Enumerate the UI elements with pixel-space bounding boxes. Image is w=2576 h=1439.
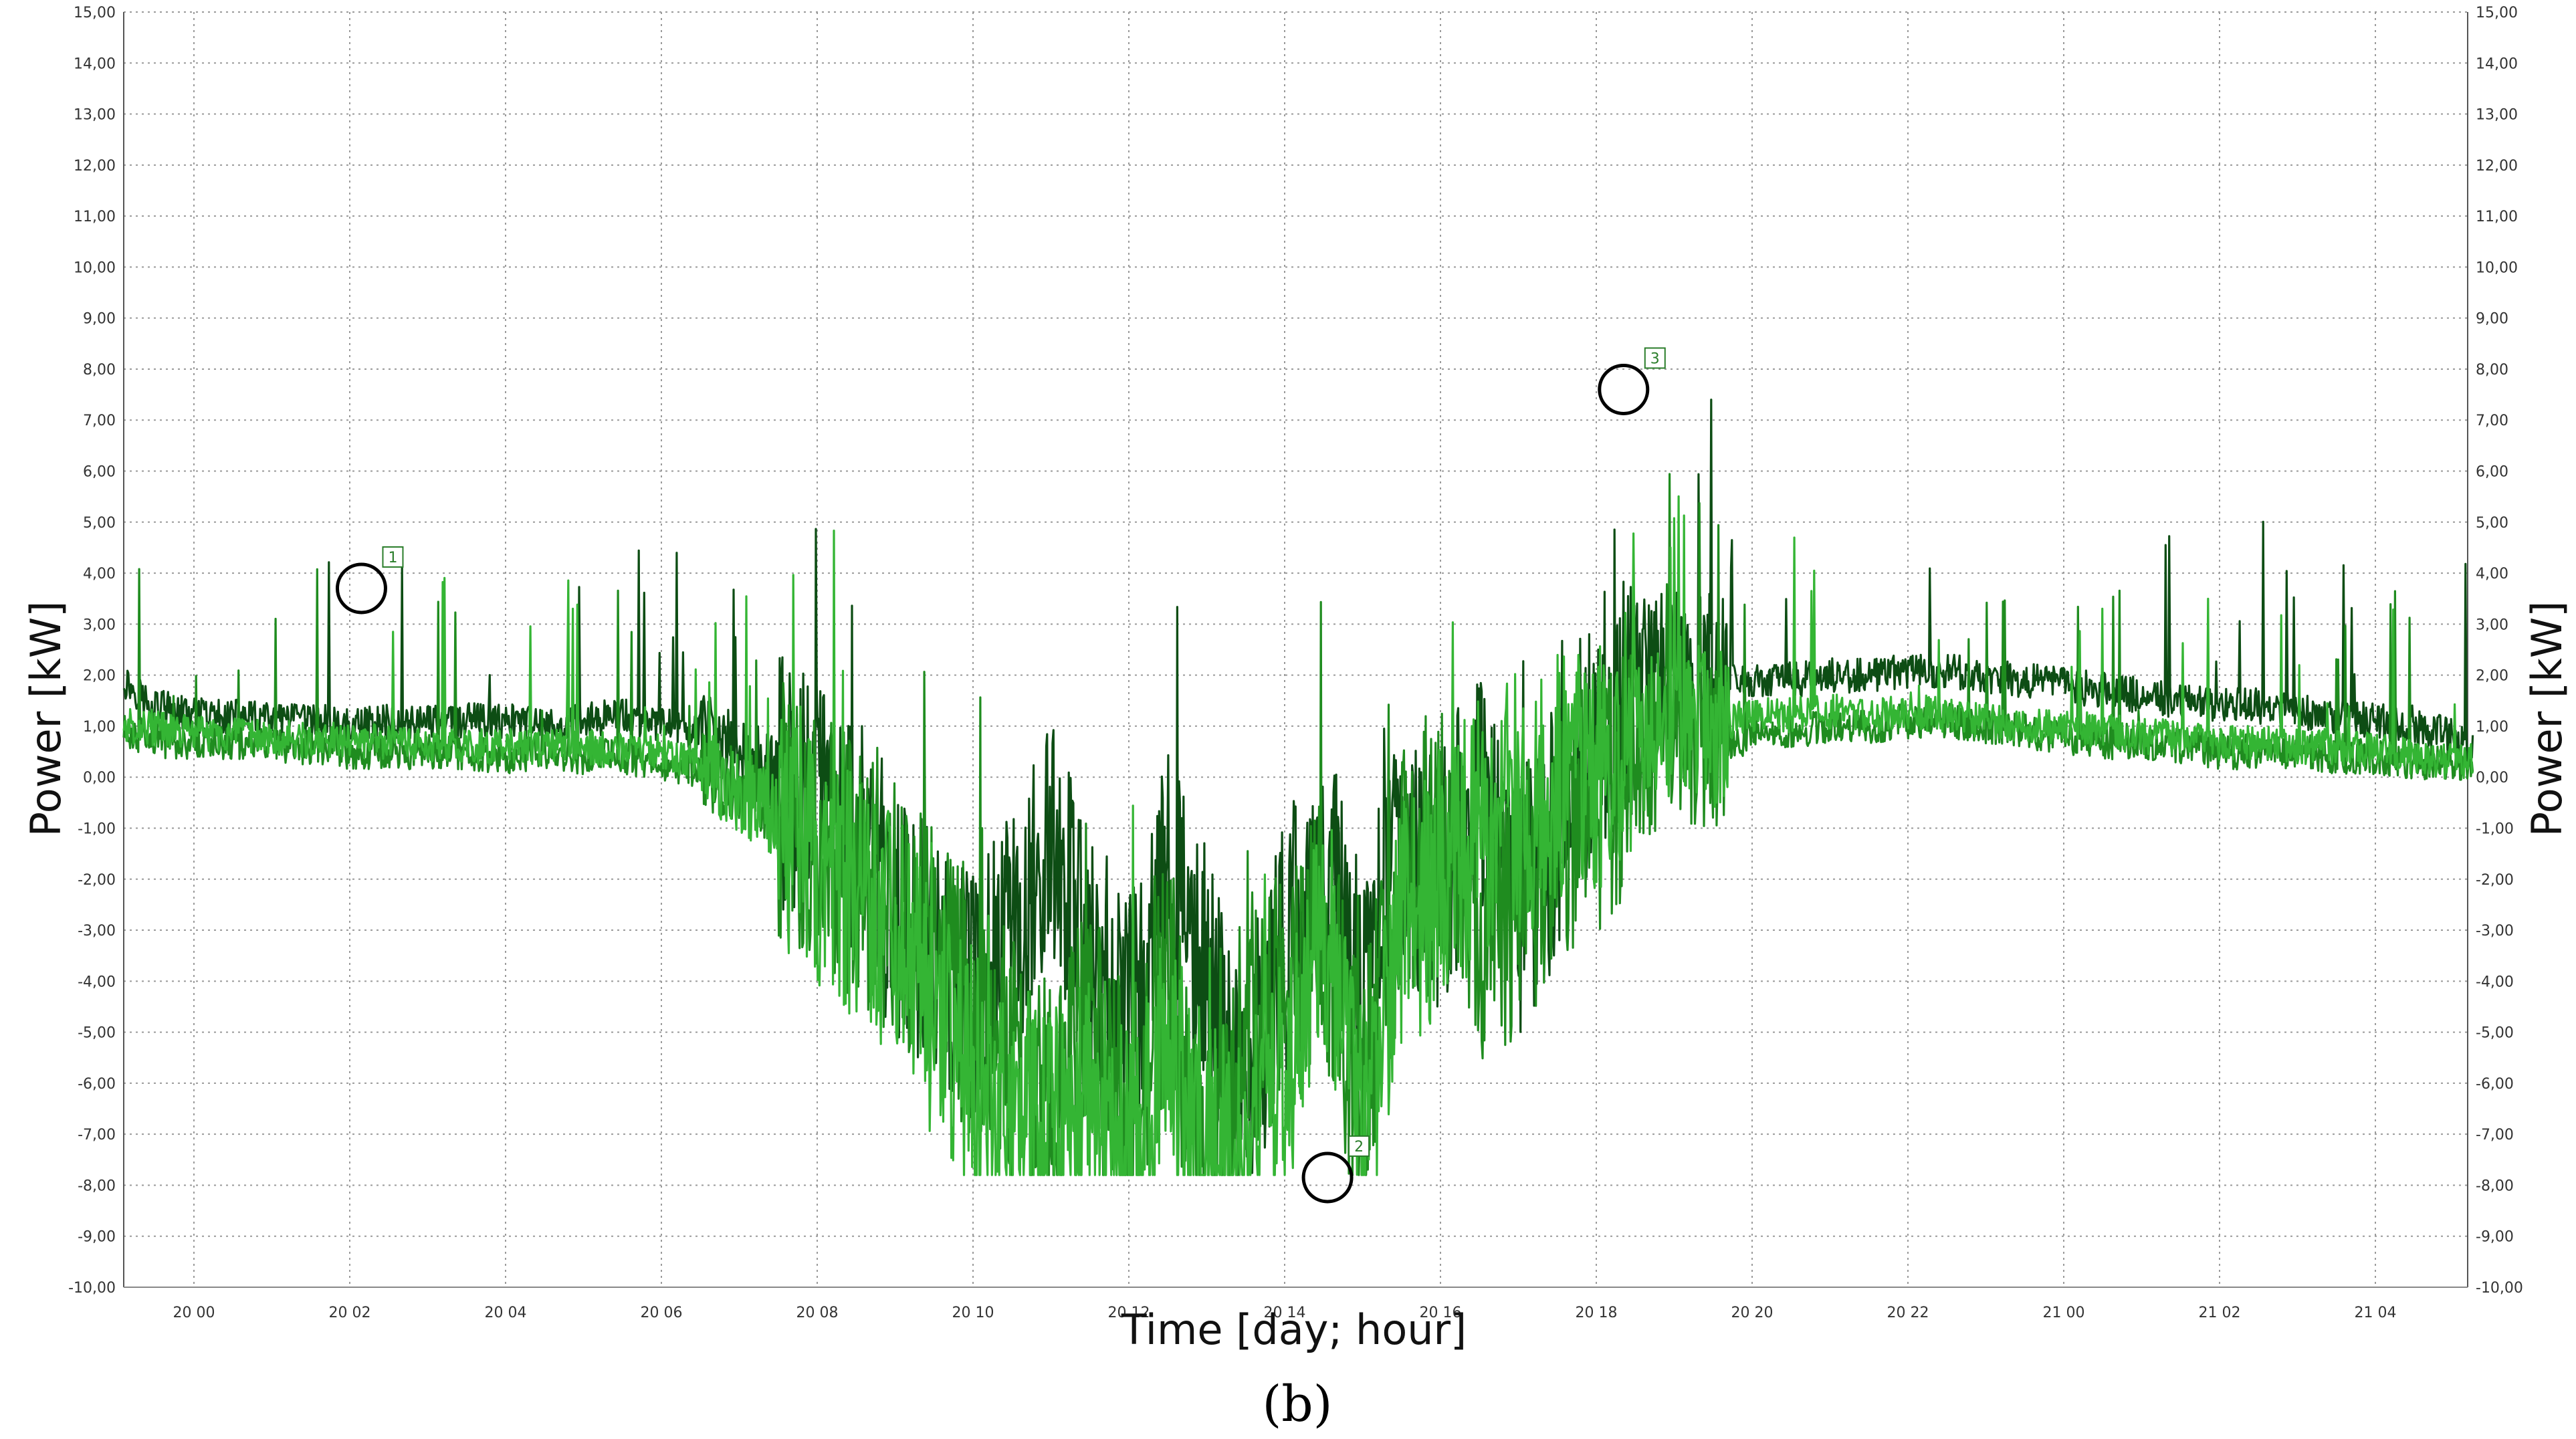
x-tick-labels: 20 00 20 02 20 04 20 06 20 08 20 10 20 12 20 14… — [173, 1305, 2397, 1321]
annotation-label: 2 — [1354, 1139, 1364, 1155]
annotation-circle — [1301, 1151, 1354, 1204]
y-tick-label-right: -8,00 — [2476, 1178, 2514, 1194]
y-tick-label-right: -6,00 — [2476, 1076, 2514, 1093]
y-tick-label-right: -10,00 — [2476, 1280, 2523, 1297]
x-tick-label: 20 00 — [173, 1305, 215, 1321]
y-tick-label-right: 0,00 — [2476, 770, 2508, 786]
x-tick-label: 20 10 — [952, 1305, 994, 1321]
y-tick-label-right: -5,00 — [2476, 1025, 2514, 1042]
x-tick-label: 20 12 — [1108, 1305, 1150, 1321]
x-tick-label: 21 02 — [2199, 1305, 2241, 1321]
annotation-label-box — [382, 546, 404, 568]
y-tick-label-right: 1,00 — [2476, 719, 2508, 736]
y-tick-label-right: 2,00 — [2476, 668, 2508, 685]
x-tick-label: 20 02 — [329, 1305, 371, 1321]
y-tick-label-right: 3,00 — [2476, 617, 2508, 633]
y-tick-label-left: -7,00 — [78, 1127, 116, 1143]
annotation-label-box — [1348, 1135, 1370, 1157]
y-tick-label-left: -4,00 — [78, 974, 116, 990]
y-tick-label-right: 15,00 — [2476, 5, 2518, 21]
y-tick-label-left: 14,00 — [74, 56, 116, 72]
y-tick-labels-left: 15,00 14,00 13,00 12,00 11,00 10,00 9,00 8,00 7,… — [68, 5, 116, 1297]
x-tick-label: 20 14 — [1264, 1305, 1306, 1321]
y-tick-label-left: 4,00 — [83, 566, 116, 582]
y-tick-label-left: 6,00 — [83, 464, 116, 481]
y-tick-label-left: 7,00 — [83, 413, 116, 429]
y-tick-label-left: 13,00 — [74, 107, 116, 124]
y-tick-label-left: -9,00 — [78, 1229, 116, 1246]
y-tick-label-right: 4,00 — [2476, 566, 2508, 582]
annotation-label: 3 — [1650, 350, 1660, 367]
x-tick-label: 20 20 — [1731, 1305, 1774, 1321]
x-tick-label: 20 22 — [1887, 1305, 1929, 1321]
y-tick-label-left: 10,00 — [74, 259, 116, 276]
y-tick-label-right: -2,00 — [2476, 872, 2514, 889]
y-tick-label-right: -3,00 — [2476, 923, 2514, 939]
x-axis-title: Time [day; hour] — [1121, 1305, 1467, 1354]
y-tick-label-left: 0,00 — [83, 770, 116, 786]
y-tick-label-right: -4,00 — [2476, 974, 2514, 990]
y-tick-label-left: -6,00 — [78, 1076, 116, 1093]
figure-caption: (b) — [1262, 1375, 1332, 1433]
series-lines — [122, 399, 2474, 1176]
y-tick-label-right: -7,00 — [2476, 1127, 2514, 1143]
y-tick-label-right: -1,00 — [2476, 820, 2514, 837]
y-tick-label-left: -8,00 — [78, 1178, 116, 1194]
y-tick-label-right: -9,00 — [2476, 1229, 2514, 1246]
y-tick-label-left: 15,00 — [74, 5, 116, 21]
annotations: 1 2 3 — [335, 347, 1666, 1204]
y-tick-label-right: 14,00 — [2476, 56, 2518, 72]
y-tick-labels-right: 15,00 14,00 13,00 12,00 11,00 10,00 9,00 8,00 7,… — [2476, 5, 2523, 1297]
y-axis-title-left: Power [kW] — [21, 601, 70, 837]
grid — [124, 11, 2468, 1288]
y-tick-label-left: -5,00 — [78, 1025, 116, 1042]
y-tick-label-right: 12,00 — [2476, 158, 2518, 175]
series-line-3 — [122, 495, 2474, 1176]
x-tick-label: 20 08 — [796, 1305, 839, 1321]
x-tick-label: 20 18 — [1576, 1305, 1618, 1321]
y-tick-label-left: 1,00 — [83, 719, 116, 736]
axes — [123, 12, 2468, 1288]
y-tick-label-left: 2,00 — [83, 668, 116, 685]
y-axis-title-right: Power [kW] — [2523, 601, 2571, 837]
y-tick-label-left: -1,00 — [78, 820, 116, 837]
y-tick-label-left: 9,00 — [83, 311, 116, 328]
x-tick-label: 20 04 — [485, 1305, 527, 1321]
annotation-circle — [1598, 363, 1650, 415]
x-tick-label: 21 04 — [2355, 1305, 2397, 1321]
y-tick-label-right: 5,00 — [2476, 515, 2508, 532]
y-tick-label-left: -2,00 — [78, 872, 116, 889]
y-tick-label-right: 10,00 — [2476, 259, 2518, 276]
y-tick-label-left: 8,00 — [83, 362, 116, 378]
annotation-label: 1 — [388, 550, 397, 566]
y-tick-label-left: 5,00 — [83, 515, 116, 532]
annotation-label-box — [1644, 347, 1666, 369]
y-tick-label-right: 9,00 — [2476, 311, 2508, 328]
y-tick-label-left: -10,00 — [68, 1280, 116, 1297]
y-tick-label-right: 6,00 — [2476, 464, 2508, 481]
y-tick-label-left: 11,00 — [74, 209, 116, 225]
y-tick-label-right: 13,00 — [2476, 107, 2518, 124]
y-tick-label-right: 11,00 — [2476, 209, 2518, 225]
y-tick-label-right: 8,00 — [2476, 362, 2508, 378]
annotation-circle — [335, 562, 387, 615]
y-tick-label-left: 12,00 — [74, 158, 116, 175]
y-tick-label-left: 3,00 — [83, 617, 116, 633]
y-tick-label-left: -3,00 — [78, 923, 116, 939]
x-tick-label: 20 06 — [641, 1305, 683, 1321]
y-tick-label-right: 7,00 — [2476, 413, 2508, 429]
x-tick-label: 21 00 — [2043, 1305, 2085, 1321]
x-tick-label: 20 16 — [1420, 1305, 1462, 1321]
